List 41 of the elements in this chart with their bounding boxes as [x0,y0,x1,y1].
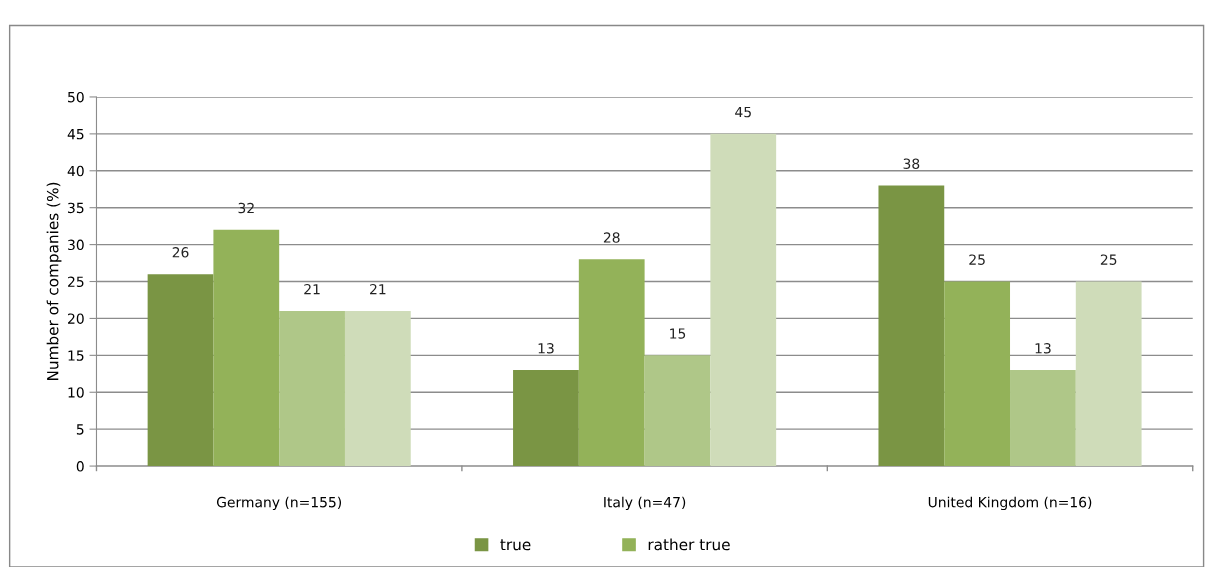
bar [878,185,945,467]
legend-label: true [500,539,531,551]
y-tick-label: 50 [68,91,84,103]
data-label: 25 [969,254,985,265]
bar [578,259,645,467]
y-axis-title: Number of companies (%) [46,182,62,381]
data-label: 15 [670,328,686,339]
data-label: 32 [238,202,254,214]
y-tick-label: 30 [68,239,84,251]
y-tick-label: 20 [68,313,84,324]
x-tick-label: United Kingdom (n=16) [928,496,1092,511]
bar [513,370,579,467]
data-label: 21 [370,283,386,295]
data-label: 38 [903,158,920,169]
bar [344,311,411,467]
bar [213,229,280,467]
y-tick-label: 45 [67,129,84,140]
x-tick-label: Italy (n=47) [604,496,686,511]
y-tick-label: 35 [68,202,84,214]
x-tick-label: Germany (n=155) [216,496,342,511]
y-tick-label: 15 [68,350,84,361]
bar [279,311,345,467]
bar [710,133,777,467]
y-tick-label: 10 [68,387,84,398]
data-label: 13 [1035,343,1051,354]
data-label: 45 [735,106,751,118]
data-label: 28 [603,232,620,243]
bar [1010,370,1076,467]
bar [147,274,214,467]
y-tick-label: 25 [68,276,84,287]
y-tick-label: 0 [76,461,84,472]
bar [644,355,711,467]
bar [1075,281,1142,467]
legend-label: rather true [648,538,730,551]
data-label: 25 [1100,254,1117,265]
bar [944,281,1011,467]
data-label: 21 [304,283,320,295]
data-label: 26 [172,247,189,258]
y-tick-label: 40 [67,165,84,177]
data-label: 13 [538,343,554,354]
y-tick-label: 5 [76,424,84,435]
